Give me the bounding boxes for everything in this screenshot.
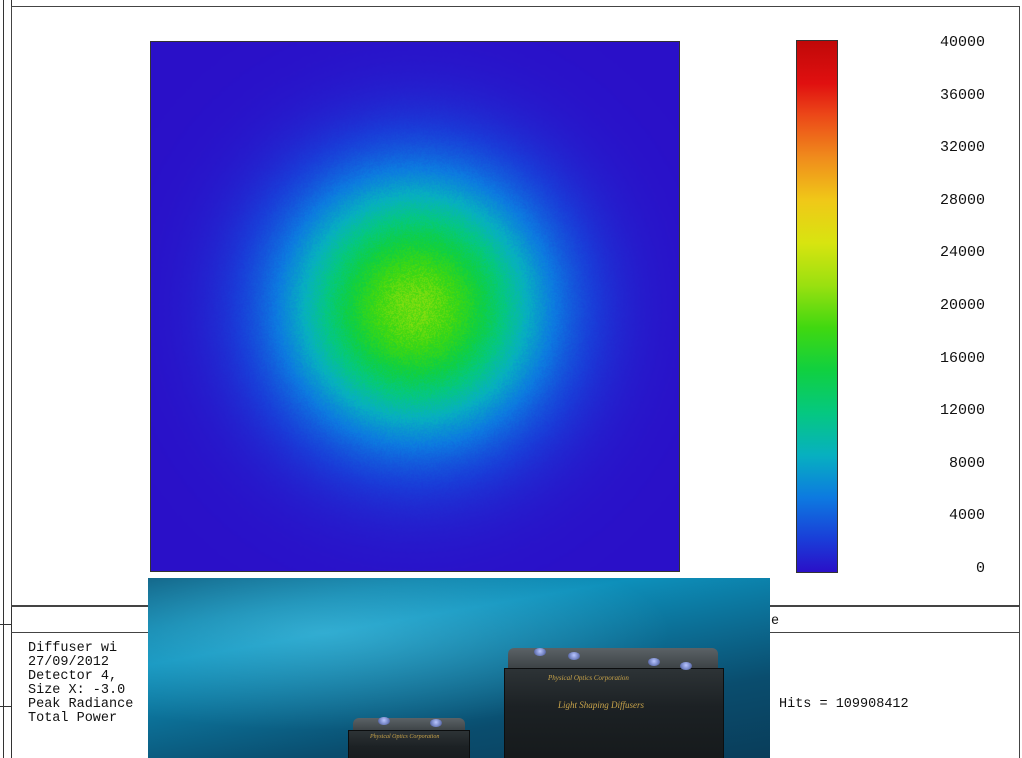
colorbar-tick-28000: 28000: [939, 191, 985, 209]
product-photo: Physical Optics Corporation Light Shapin…: [148, 578, 770, 758]
small-box-brand: Physical Optics Corporation: [370, 734, 440, 740]
left-row-divider-2: [0, 706, 11, 707]
caption-line-3: Detector 4,: [28, 669, 126, 684]
heatmap-canvas: [151, 42, 679, 571]
colorbar-tick-4000: 4000: [948, 507, 985, 525]
large-box-brand: Physical Optics Corporation: [548, 674, 629, 682]
radiance-heatmap: [150, 41, 680, 572]
large-box-knob-2: [568, 652, 580, 660]
large-box-knob-1: [534, 648, 546, 656]
colorbar-tick-0: 0: [975, 560, 985, 577]
caption-line-1: Diffuser wi: [28, 641, 118, 656]
caption-right-line: [1019, 606, 1020, 758]
colorbar-tick-12000: 12000: [939, 402, 985, 420]
left-row-divider: [0, 624, 11, 625]
caption-line-2: 27/09/2012: [28, 655, 110, 670]
colorbar-tick-24000: 24000: [939, 244, 985, 262]
caption-right-header: e: [771, 614, 780, 629]
caption-hits: Hits = 109908412: [779, 697, 909, 712]
small-box-knob-2: [430, 719, 442, 727]
left-border-outer: [3, 0, 4, 758]
colorbar: [796, 40, 838, 573]
colorbar-tick-8000: 8000: [948, 454, 985, 472]
large-box-knob-4: [680, 662, 692, 670]
caption-line-5: Peak Radiance: [28, 697, 134, 712]
large-box-lid: [508, 648, 718, 670]
caption-line-6: Total Power: [28, 711, 118, 726]
colorbar-tick-20000: 20000: [939, 297, 985, 314]
large-box-label: Light Shaping Diffusers: [558, 700, 645, 710]
colorbar-tick-32000: 32000: [939, 139, 985, 157]
colorbar-tick-40000: 40000: [939, 34, 985, 51]
caption-line-4: Size X: -3.0: [28, 683, 126, 698]
colorbar-tick-16000: 16000: [939, 349, 985, 367]
large-box-body: [504, 668, 724, 758]
colorbar-tick-36000: 36000: [939, 86, 985, 104]
small-box-knob-1: [378, 717, 390, 725]
small-box-body: [348, 730, 470, 758]
large-box-knob-3: [648, 658, 660, 666]
